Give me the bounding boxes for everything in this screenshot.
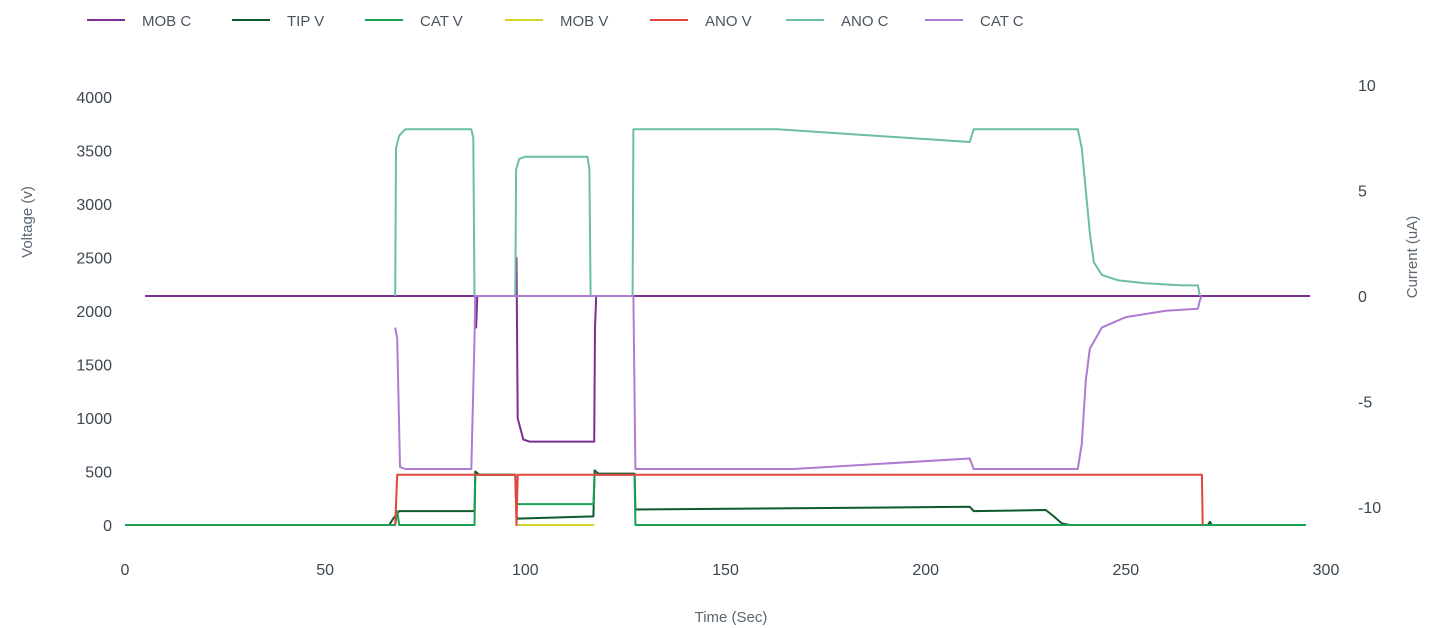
- x-axis-title: Time (Sec): [695, 609, 768, 626]
- legend-label: ANO C: [841, 13, 889, 30]
- legend-label: MOB C: [142, 13, 191, 30]
- x-tick-label: 100: [512, 562, 539, 579]
- series-line-cat-v: [125, 473, 1306, 526]
- legend: MOB C TIP V CAT V MOB V ANO V ANO C CAT C: [87, 13, 1024, 30]
- y-right-tick-label: -5: [1358, 395, 1372, 412]
- y-left-tick-label: 2500: [76, 251, 112, 268]
- y-right-tick-label: -10: [1358, 500, 1381, 517]
- legend-label: MOB V: [560, 13, 608, 30]
- legend-label: CAT C: [980, 13, 1024, 30]
- x-tick-label: 250: [1112, 562, 1139, 579]
- y-left-tick-label: 1000: [76, 411, 112, 428]
- series-line-ano-c: [394, 128, 1201, 297]
- y-axis-left-title: Voltage (v): [19, 186, 36, 258]
- y-left-tick-label: 0: [103, 518, 112, 535]
- series-layer: [125, 128, 1310, 526]
- x-tick-label: 300: [1313, 562, 1340, 579]
- y-right-tick-label: 10: [1358, 78, 1376, 95]
- y-left-tick-label: 500: [85, 465, 112, 482]
- y-left-tick-label: 3500: [76, 144, 112, 161]
- y-left-tick-label: 4000: [76, 90, 112, 107]
- y-left-tick-label: 2000: [76, 304, 112, 321]
- series-line-tip-v: [125, 469, 1306, 526]
- legend-label: ANO V: [705, 13, 752, 30]
- legend-label: CAT V: [420, 13, 463, 30]
- y-axis-right-title: Current (uA): [1404, 216, 1421, 299]
- x-tick-label: 50: [316, 562, 334, 579]
- y-right-tick-label: 0: [1358, 289, 1367, 306]
- series-line-mob-c: [145, 257, 1310, 443]
- left-axis-ticks: 0 500 1000 1500 2000 2500 3000 3500 4000: [76, 90, 112, 535]
- y-left-tick-label: 3000: [76, 197, 112, 214]
- series-line-ano-v: [394, 473, 1204, 526]
- series-line-cat-c: [394, 295, 1203, 470]
- x-axis-ticks: 0 50 100 150 200 250 300: [121, 562, 1340, 579]
- x-tick-label: 150: [712, 562, 739, 579]
- right-axis-ticks: -10 -5 0 5 10: [1358, 78, 1381, 517]
- y-right-tick-label: 5: [1358, 184, 1367, 201]
- legend-label: TIP V: [287, 13, 324, 30]
- x-tick-label: 200: [912, 562, 939, 579]
- x-tick-label: 0: [121, 562, 130, 579]
- y-left-tick-label: 1500: [76, 358, 112, 375]
